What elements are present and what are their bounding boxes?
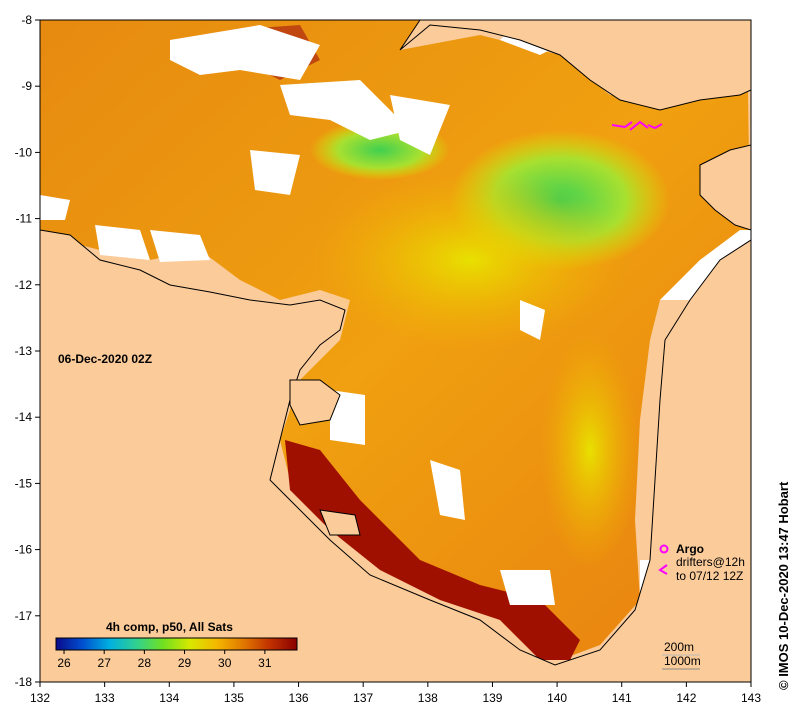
date-label: 06-Dec-2020 02Z: [58, 352, 152, 366]
land-east-cape: [699, 144, 751, 231]
y-tick-label: -11: [16, 212, 33, 226]
isobath-legend: 200m 1000m: [662, 640, 701, 670]
colorbar-tick-label: 30: [218, 656, 232, 670]
x-tick-label: 143: [741, 691, 761, 705]
x-tick-label: 140: [547, 691, 567, 705]
colorbar-tick-label: 31: [258, 656, 272, 670]
y-tick-label: -9: [21, 79, 32, 93]
y-tick-label: -14: [15, 410, 33, 424]
drifter-legend: Argo drifters@12h to 07/12 12Z: [658, 542, 745, 583]
x-tick-label: 133: [95, 691, 115, 705]
x-tick-label: 137: [353, 691, 373, 705]
x-tick-label: 135: [224, 691, 244, 705]
isobath-1000-label: 1000m: [664, 654, 701, 668]
land-northwest: [40, 229, 751, 682]
y-tick-label: -13: [15, 344, 33, 358]
y-tick-label: -17: [15, 609, 33, 623]
drifter-arrow-icon: [658, 564, 668, 575]
drifter-label-2: to 07/12 12Z: [676, 569, 743, 583]
x-tick-label: 134: [159, 691, 179, 705]
island-west: [289, 379, 341, 426]
colorbar-tick-label: 26: [57, 656, 71, 670]
isobath-200-label: 200m: [664, 640, 694, 654]
colorbar-title: 4h comp, p50, All Sats: [106, 620, 233, 634]
x-tick-label: 142: [676, 691, 696, 705]
colorbar-tick-label: 27: [98, 656, 112, 670]
island-south: [319, 509, 361, 536]
warm-coastal-band: [285, 440, 580, 660]
x-tick-label: 136: [289, 691, 309, 705]
colorbar-bar: [55, 637, 298, 651]
colorbar-tick-label: 28: [138, 656, 152, 670]
y-tick-label: -12: [15, 278, 33, 292]
y-tick-label: -10: [15, 145, 33, 159]
x-tick-label: 141: [612, 691, 632, 705]
y-tick-label: -18: [15, 675, 33, 689]
drifter-label-1: drifters@12h: [676, 555, 745, 569]
y-tick-label: -8: [21, 13, 32, 27]
yellow-band-2: [540, 330, 640, 570]
colorbar-tick-label: 29: [178, 656, 192, 670]
yellow-band: [310, 170, 630, 350]
argo-label: Argo: [676, 542, 704, 556]
imos-credit: © IMOS 10-Dec-2020 13:47 Hobart: [776, 481, 791, 690]
colorbar: 4h comp, p50, All Sats 26 27 28 29 30 31: [55, 620, 298, 670]
y-tick-label: -15: [15, 476, 33, 490]
land-north: [399, 20, 751, 111]
argo-drifter-tracks: [611, 120, 663, 131]
argo-marker-icon: [659, 544, 669, 554]
x-tick-label: 132: [30, 691, 50, 705]
x-tick-label: 139: [482, 691, 502, 705]
y-tick-label: -16: [15, 543, 33, 557]
x-tick-label: 138: [418, 691, 438, 705]
